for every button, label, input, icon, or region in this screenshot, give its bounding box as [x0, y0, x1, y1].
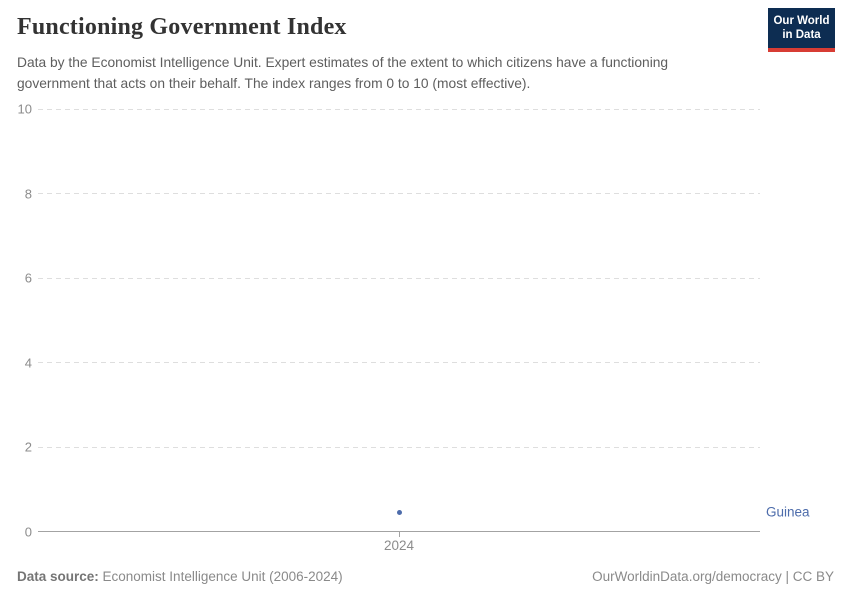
gridline: [38, 108, 760, 110]
gridline: [38, 277, 760, 279]
page-title: Functioning Government Index: [17, 14, 347, 40]
x-axis-tick: [398, 531, 400, 537]
data-source-label: Data source:: [17, 569, 99, 584]
y-axis-tick-label: 6: [24, 270, 32, 286]
data-point[interactable]: [396, 509, 402, 515]
owid-logo: Our World in Data: [768, 8, 835, 52]
chart-subtitle: Data by the Economist Intelligence Unit.…: [17, 55, 669, 91]
owid-url-license-link[interactable]: OurWorldinData.org/democracy | CC BY: [592, 569, 834, 584]
logo-line-2: in Data: [782, 29, 821, 41]
y-axis-tick-label: 4: [24, 355, 32, 370]
gridline: [38, 193, 760, 194]
x-axis-tick-label: 2024: [383, 538, 415, 553]
y-axis-tick-label: 0: [24, 524, 32, 539]
y-axis-tick-label: 8: [24, 186, 32, 201]
entity-label[interactable]: Guinea: [766, 504, 810, 520]
logo-line-1: Our World: [773, 15, 830, 27]
y-axis-tick-label: 10: [17, 101, 32, 117]
y-axis-tick-label: 2: [24, 439, 32, 455]
gridline: [38, 446, 760, 448]
gridline: [38, 362, 760, 363]
data-source-value: Economist Intelligence Unit (2006-2024): [98, 569, 343, 584]
data-source-note: Data source: Economist Intelligence Unit…: [17, 569, 343, 584]
